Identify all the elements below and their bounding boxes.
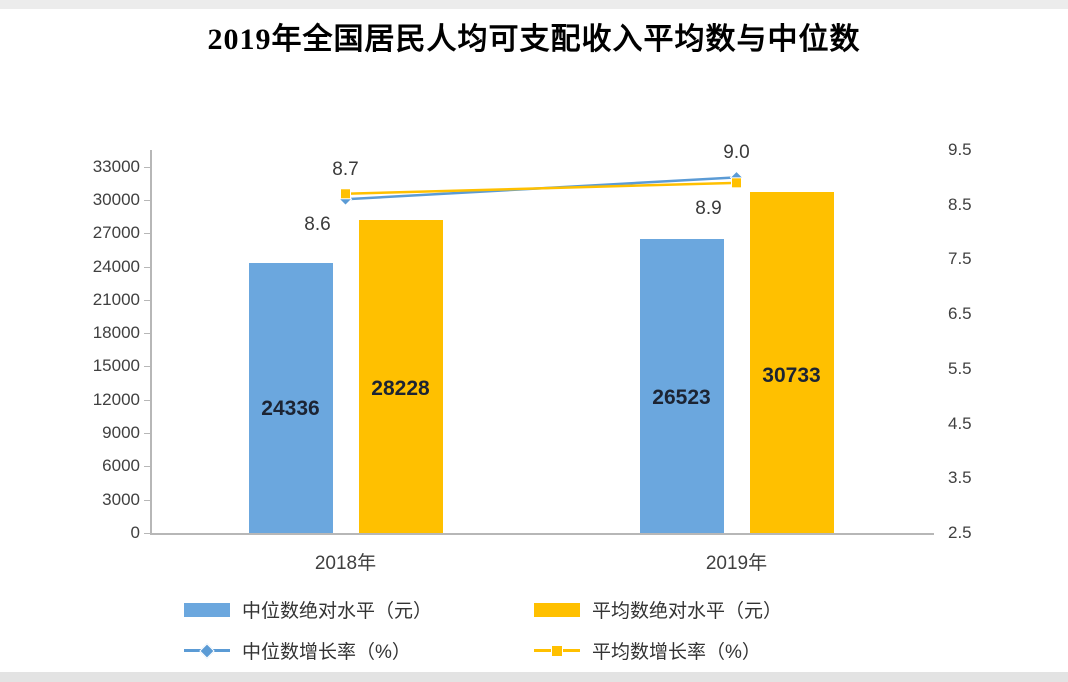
right-axis-tick-label: 6.5 xyxy=(948,304,972,324)
legend-item-average-growth: 平均数增长率（%） xyxy=(534,637,884,664)
legend-label: 平均数绝对水平（元） xyxy=(592,601,783,622)
growth-rate-label: 8.7 xyxy=(332,158,359,180)
left-axis-tick-mark xyxy=(144,366,150,368)
diamond-marker xyxy=(199,642,215,659)
bar-value-label: 26523 xyxy=(652,385,711,409)
left-axis-tick-mark xyxy=(144,299,150,301)
bottom-edge-strip xyxy=(0,672,1068,682)
left-axis-tick-label: 9000 xyxy=(102,423,140,443)
left-axis-tick-label: 6000 xyxy=(102,456,140,476)
right-axis-tick-label: 8.5 xyxy=(948,194,972,214)
bar-value-label: 24336 xyxy=(261,396,320,420)
x-axis-category-label: 2019年 xyxy=(705,553,768,574)
average-bar xyxy=(749,191,834,533)
left-axis-tick-mark xyxy=(144,399,150,401)
right-axis-tick-label: 7.5 xyxy=(948,249,972,269)
median-bar xyxy=(248,262,333,533)
legend-line-swatch xyxy=(534,644,580,658)
left-axis-tick-mark xyxy=(144,466,150,468)
left-axis-tick-label: 30000 xyxy=(92,189,140,209)
left-axis-tick-label: 0 xyxy=(130,523,140,542)
left-axis-tick-mark xyxy=(144,233,150,235)
growth-rate-label: 9.0 xyxy=(723,142,750,164)
average-bar xyxy=(358,219,443,533)
left-axis-tick-label: 18000 xyxy=(92,323,140,343)
growth-rate-label: 8.9 xyxy=(695,197,722,219)
legend-line-swatch xyxy=(184,642,230,659)
left-axis-tick-label: 12000 xyxy=(92,389,140,409)
chart-legend: 中位数绝对水平（元） 平均数绝对水平（元） 中位数增长率（%） 平均数增长率（%） xyxy=(0,596,1068,664)
legend-row: 中位数绝对水平（元） 平均数绝对水平（元） xyxy=(184,596,884,623)
legend-label: 平均数增长率（%） xyxy=(592,642,761,663)
bar-value-label: 30733 xyxy=(762,364,821,388)
legend-bar-swatch xyxy=(184,602,230,617)
left-axis-tick-mark xyxy=(144,433,150,435)
left-axis-tick-label: 24000 xyxy=(92,256,140,276)
left-axis-tick-label: 27000 xyxy=(92,223,140,243)
left-axis-tick-label: 33000 xyxy=(92,156,140,176)
legend-item-average-level: 平均数绝对水平（元） xyxy=(534,596,884,623)
left-axis-tick-mark xyxy=(144,166,150,168)
legend-item-median-growth: 中位数增长率（%） xyxy=(184,637,534,664)
left-axis-tick-mark xyxy=(144,533,150,534)
right-axis-tick-label: 2.5 xyxy=(948,523,972,542)
right-axis-tick-label: 5.5 xyxy=(948,358,972,378)
left-axis-tick-mark xyxy=(144,499,150,501)
chart-title: 2019年全国居民人均可支配收入平均数与中位数 xyxy=(207,23,861,56)
right-axis-tick-label: 9.5 xyxy=(948,140,972,159)
left-axis-tick-mark xyxy=(144,266,150,268)
legend-label: 中位数增长率（%） xyxy=(242,642,411,663)
x-axis-category-label: 2018年 xyxy=(314,553,377,574)
left-axis-tick-label: 15000 xyxy=(92,356,140,376)
left-axis-tick-mark xyxy=(144,333,150,335)
legend-label: 中位数绝对水平（元） xyxy=(242,601,433,622)
right-axis-tick-label: 4.5 xyxy=(948,413,972,433)
left-axis-tick-label: 3000 xyxy=(102,489,140,509)
growth-rate-label: 8.6 xyxy=(304,214,331,236)
legend-bar-swatch xyxy=(534,602,580,617)
right-axis-tick-label: 3.5 xyxy=(948,468,972,488)
legend-row: 中位数增长率（%） 平均数增长率（%） xyxy=(184,637,884,664)
square-marker xyxy=(551,644,563,657)
median-bar xyxy=(639,238,724,533)
left-axis-tick-label: 21000 xyxy=(92,289,140,309)
plot-area xyxy=(150,150,934,535)
bar-value-label: 28228 xyxy=(371,376,430,400)
left-axis-tick-mark xyxy=(144,199,150,201)
top-edge-strip xyxy=(0,0,1068,9)
legend-item-median-level: 中位数绝对水平（元） xyxy=(184,596,534,623)
